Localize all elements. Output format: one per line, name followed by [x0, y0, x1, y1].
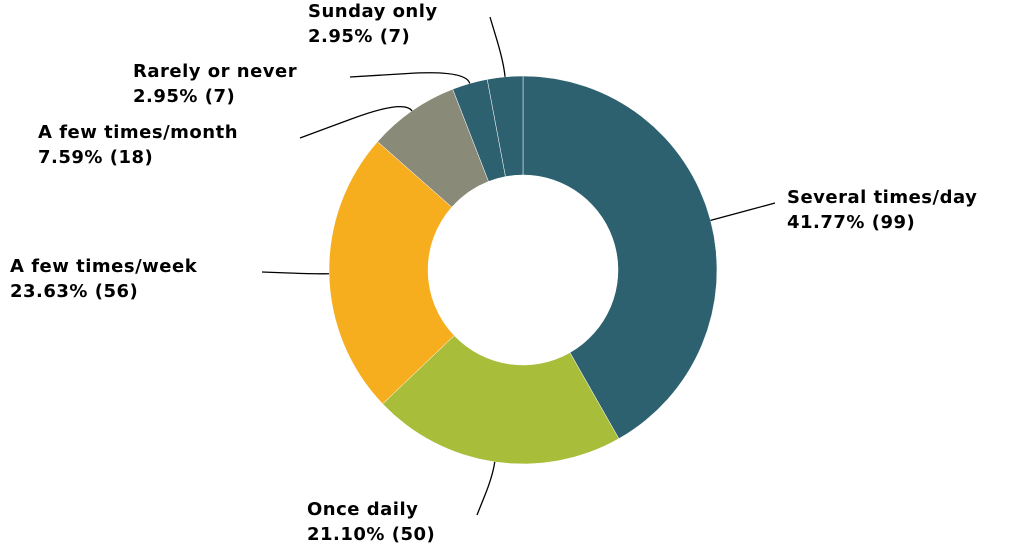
leader-line	[261, 271, 330, 275]
slice-label: Sunday only	[308, 1, 438, 22]
slice-label: A few times/month	[38, 122, 238, 143]
value-label: 2.95% (7)	[133, 86, 235, 107]
value-label: 7.59% (18)	[38, 147, 153, 168]
leader-line	[710, 202, 776, 222]
donut-slice	[382, 335, 620, 465]
slice-label: Rarely or never	[133, 61, 297, 82]
value-label: 2.95% (7)	[308, 26, 410, 47]
slice-label: Once daily	[307, 499, 418, 520]
slice-label: A few times/week	[10, 256, 198, 277]
value-label: 41.77% (99)	[787, 212, 915, 233]
donut-slice	[328, 141, 455, 405]
leader-line	[476, 461, 496, 516]
donut-slice	[522, 75, 718, 440]
leader-line	[299, 106, 413, 139]
leader-line	[349, 72, 471, 84]
donut-slice	[486, 75, 524, 177]
value-label: 23.63% (56)	[10, 281, 138, 302]
leader-line	[489, 16, 506, 77]
slice-label: Several times/day	[787, 187, 977, 208]
value-label: 21.10% (50)	[307, 524, 435, 545]
